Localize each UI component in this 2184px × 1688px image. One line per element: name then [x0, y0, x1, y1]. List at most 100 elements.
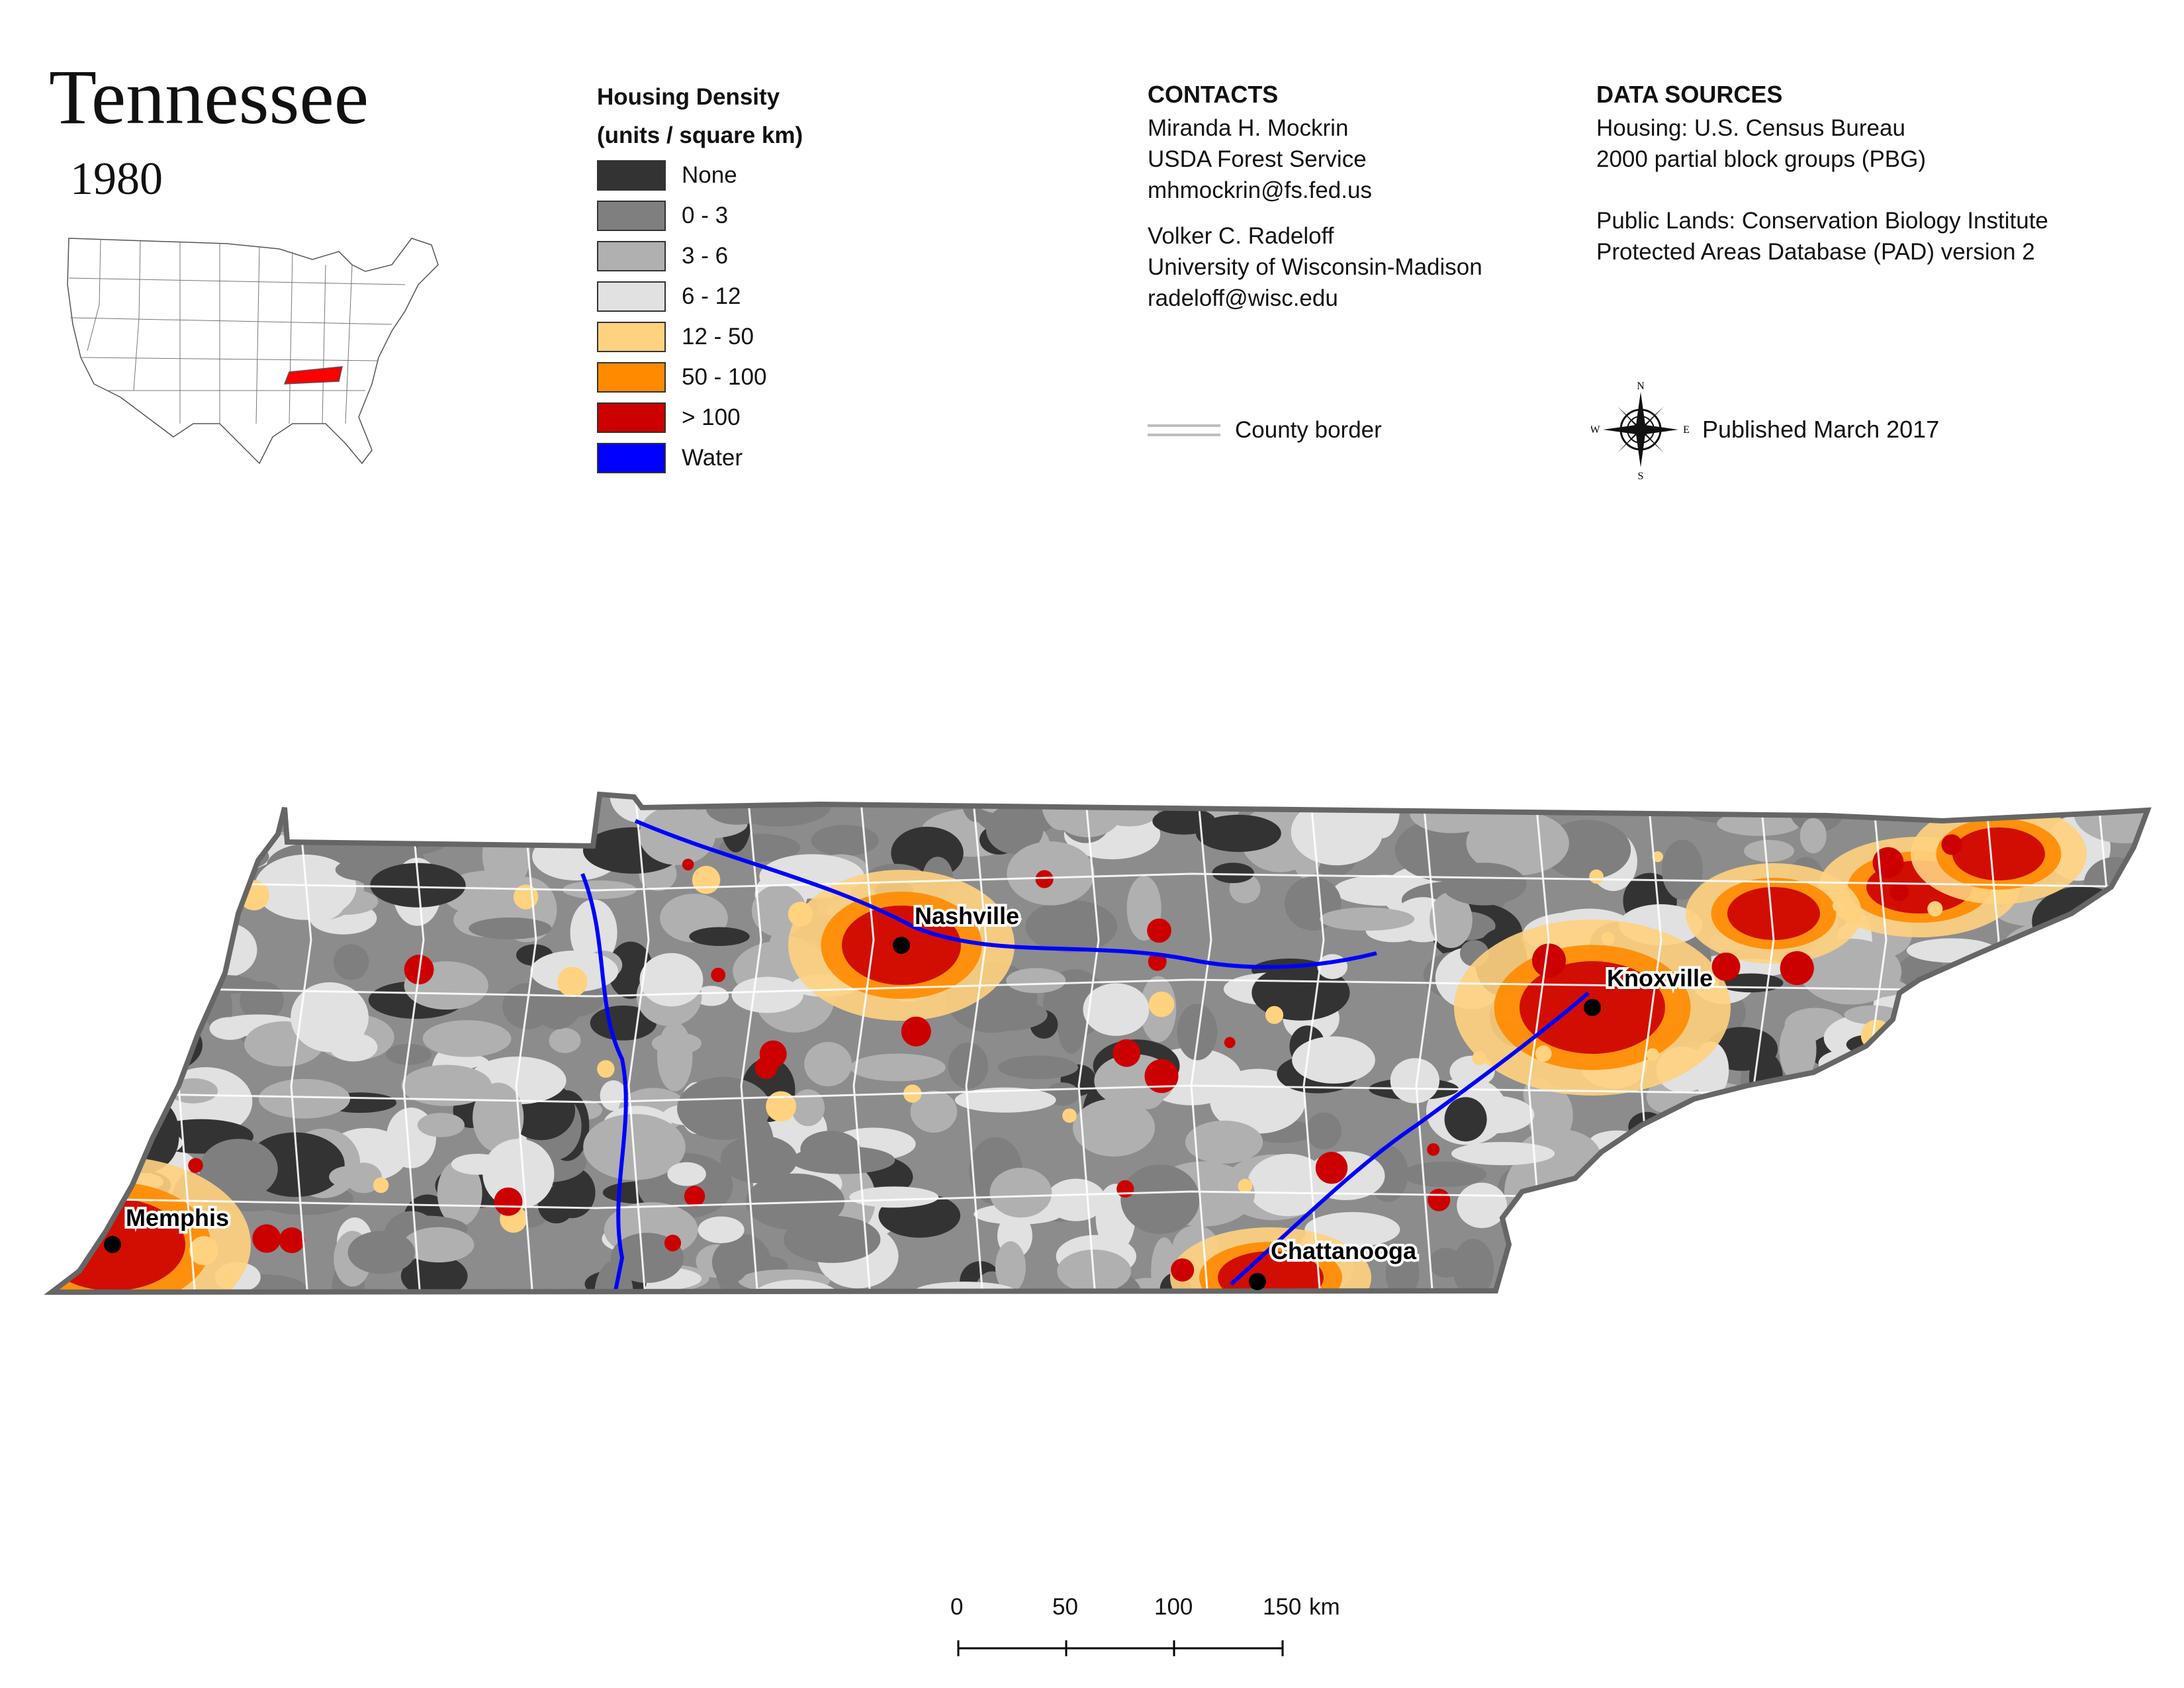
county-border-line [740, 794, 762, 1292]
contact2-name: Volker C. Radeloff [1148, 223, 1334, 249]
town-density-area [1832, 899, 1846, 912]
density-patch [1083, 983, 1150, 1036]
density-patch [329, 1166, 371, 1188]
density-patch [1185, 1120, 1263, 1164]
town-density-area [1144, 1059, 1179, 1094]
town-density-area [1224, 1037, 1236, 1049]
town-density-area [682, 859, 694, 870]
town-density-area [711, 967, 726, 982]
density-patch [811, 825, 879, 857]
density-patch [804, 1042, 852, 1087]
contact2-email[interactable]: radeloff@wisc.edu [1148, 285, 1338, 311]
town-density-area [1752, 1084, 1776, 1108]
town-density-area [788, 902, 813, 927]
density-patch [1844, 1259, 1882, 1292]
town-density-area [1035, 870, 1054, 888]
density-patch [1783, 1190, 1849, 1255]
density-patch [52, 957, 91, 999]
map-title: Tennessee [49, 54, 369, 140]
density-patch [67, 794, 172, 836]
density-patch [689, 927, 750, 947]
density-patch [258, 794, 348, 812]
density-patch [1210, 1068, 1306, 1134]
county-border-line [515, 794, 537, 1292]
density-patch [731, 976, 803, 1013]
density-patch [849, 1186, 939, 1208]
density-patch [1817, 976, 1908, 999]
scale-tick-50: 50 [1052, 1594, 1078, 1620]
density-patch [1072, 1098, 1156, 1157]
density-patch [1661, 839, 1703, 900]
city-knoxville[interactable]: Knoxville [1584, 962, 1715, 1016]
town-density-area [754, 1056, 778, 1079]
density-patch [1291, 798, 1383, 866]
contacts-heading: CONTACTS [1148, 81, 1279, 108]
density-patch [2007, 938, 2089, 987]
legend-swatch [597, 240, 666, 271]
city-nashville[interactable]: Nashville [893, 900, 1022, 954]
town-density-area [1472, 1051, 1486, 1065]
town-density-area [141, 968, 156, 983]
density-patch [55, 794, 156, 826]
town-density-area [1113, 1039, 1141, 1067]
density-patch [962, 794, 991, 822]
city-memphis[interactable]: Memphis [104, 1201, 232, 1253]
density-patch [791, 1089, 825, 1127]
city-chattanooga[interactable]: Chattanooga [1249, 1235, 1420, 1290]
county-border-line [627, 794, 650, 1292]
density-patch [537, 1186, 575, 1224]
density-patch [56, 1095, 154, 1147]
town-density-area [1062, 1108, 1077, 1123]
density-patch [469, 917, 552, 939]
density-patch [1985, 1025, 2058, 1086]
density-patch [790, 1146, 895, 1174]
density-patch [1744, 839, 1795, 863]
density-patch [1800, 1143, 1872, 1211]
town-density-area [1315, 1152, 1348, 1184]
density-patch [1779, 1016, 1817, 1083]
density-patch [2107, 899, 2139, 960]
density-patch [1120, 1164, 1200, 1235]
county-border-line [852, 794, 875, 1292]
town-density-area [1941, 834, 1962, 855]
county-border-line [1415, 794, 1437, 1292]
town-density-area [1265, 1006, 1284, 1024]
density-patch [1858, 1184, 1916, 1244]
density-patch [201, 794, 261, 846]
density-patch [52, 1163, 102, 1188]
density-patch [1613, 1136, 1671, 1191]
density-patch [1715, 1241, 1763, 1292]
compass-n: N [1637, 381, 1645, 392]
density-patch [241, 794, 281, 833]
density-patch [1795, 1217, 1886, 1278]
density-patch [1692, 1156, 1782, 1211]
density-patch [402, 1227, 475, 1263]
nashville-label: Nashville [915, 902, 1019, 929]
density-patch [954, 1087, 1056, 1113]
county-border-line [52, 872, 2148, 892]
density-patch [1739, 1100, 1839, 1121]
density-patch [698, 1216, 745, 1244]
density-patch [1799, 818, 1827, 854]
density-patch [1768, 1150, 1849, 1201]
legend-label: 3 - 6 [682, 242, 729, 269]
town-density-area [1427, 1143, 1440, 1156]
legend-row: 50 - 100 [597, 357, 968, 397]
density-patch [1195, 814, 1281, 853]
density-patch [1451, 1142, 1555, 1166]
town-density-area [1931, 1092, 1960, 1121]
contact1-email[interactable]: mhmockrin@fs.fed.us [1148, 177, 1372, 203]
density-patch [437, 1160, 482, 1227]
density-patch [600, 1080, 627, 1111]
us-outline [67, 238, 439, 465]
legend-swatch [597, 200, 666, 231]
density-patch [1710, 1143, 1741, 1196]
density-patch [639, 805, 715, 865]
density-patch [74, 1058, 150, 1080]
scale-unit: km [1309, 1594, 1340, 1620]
density-patch [2109, 1190, 2148, 1244]
density-patch [1444, 1097, 1487, 1142]
legend-swatch [597, 281, 666, 312]
town-density-area [1780, 951, 1814, 986]
density-patch [2093, 1136, 2148, 1174]
